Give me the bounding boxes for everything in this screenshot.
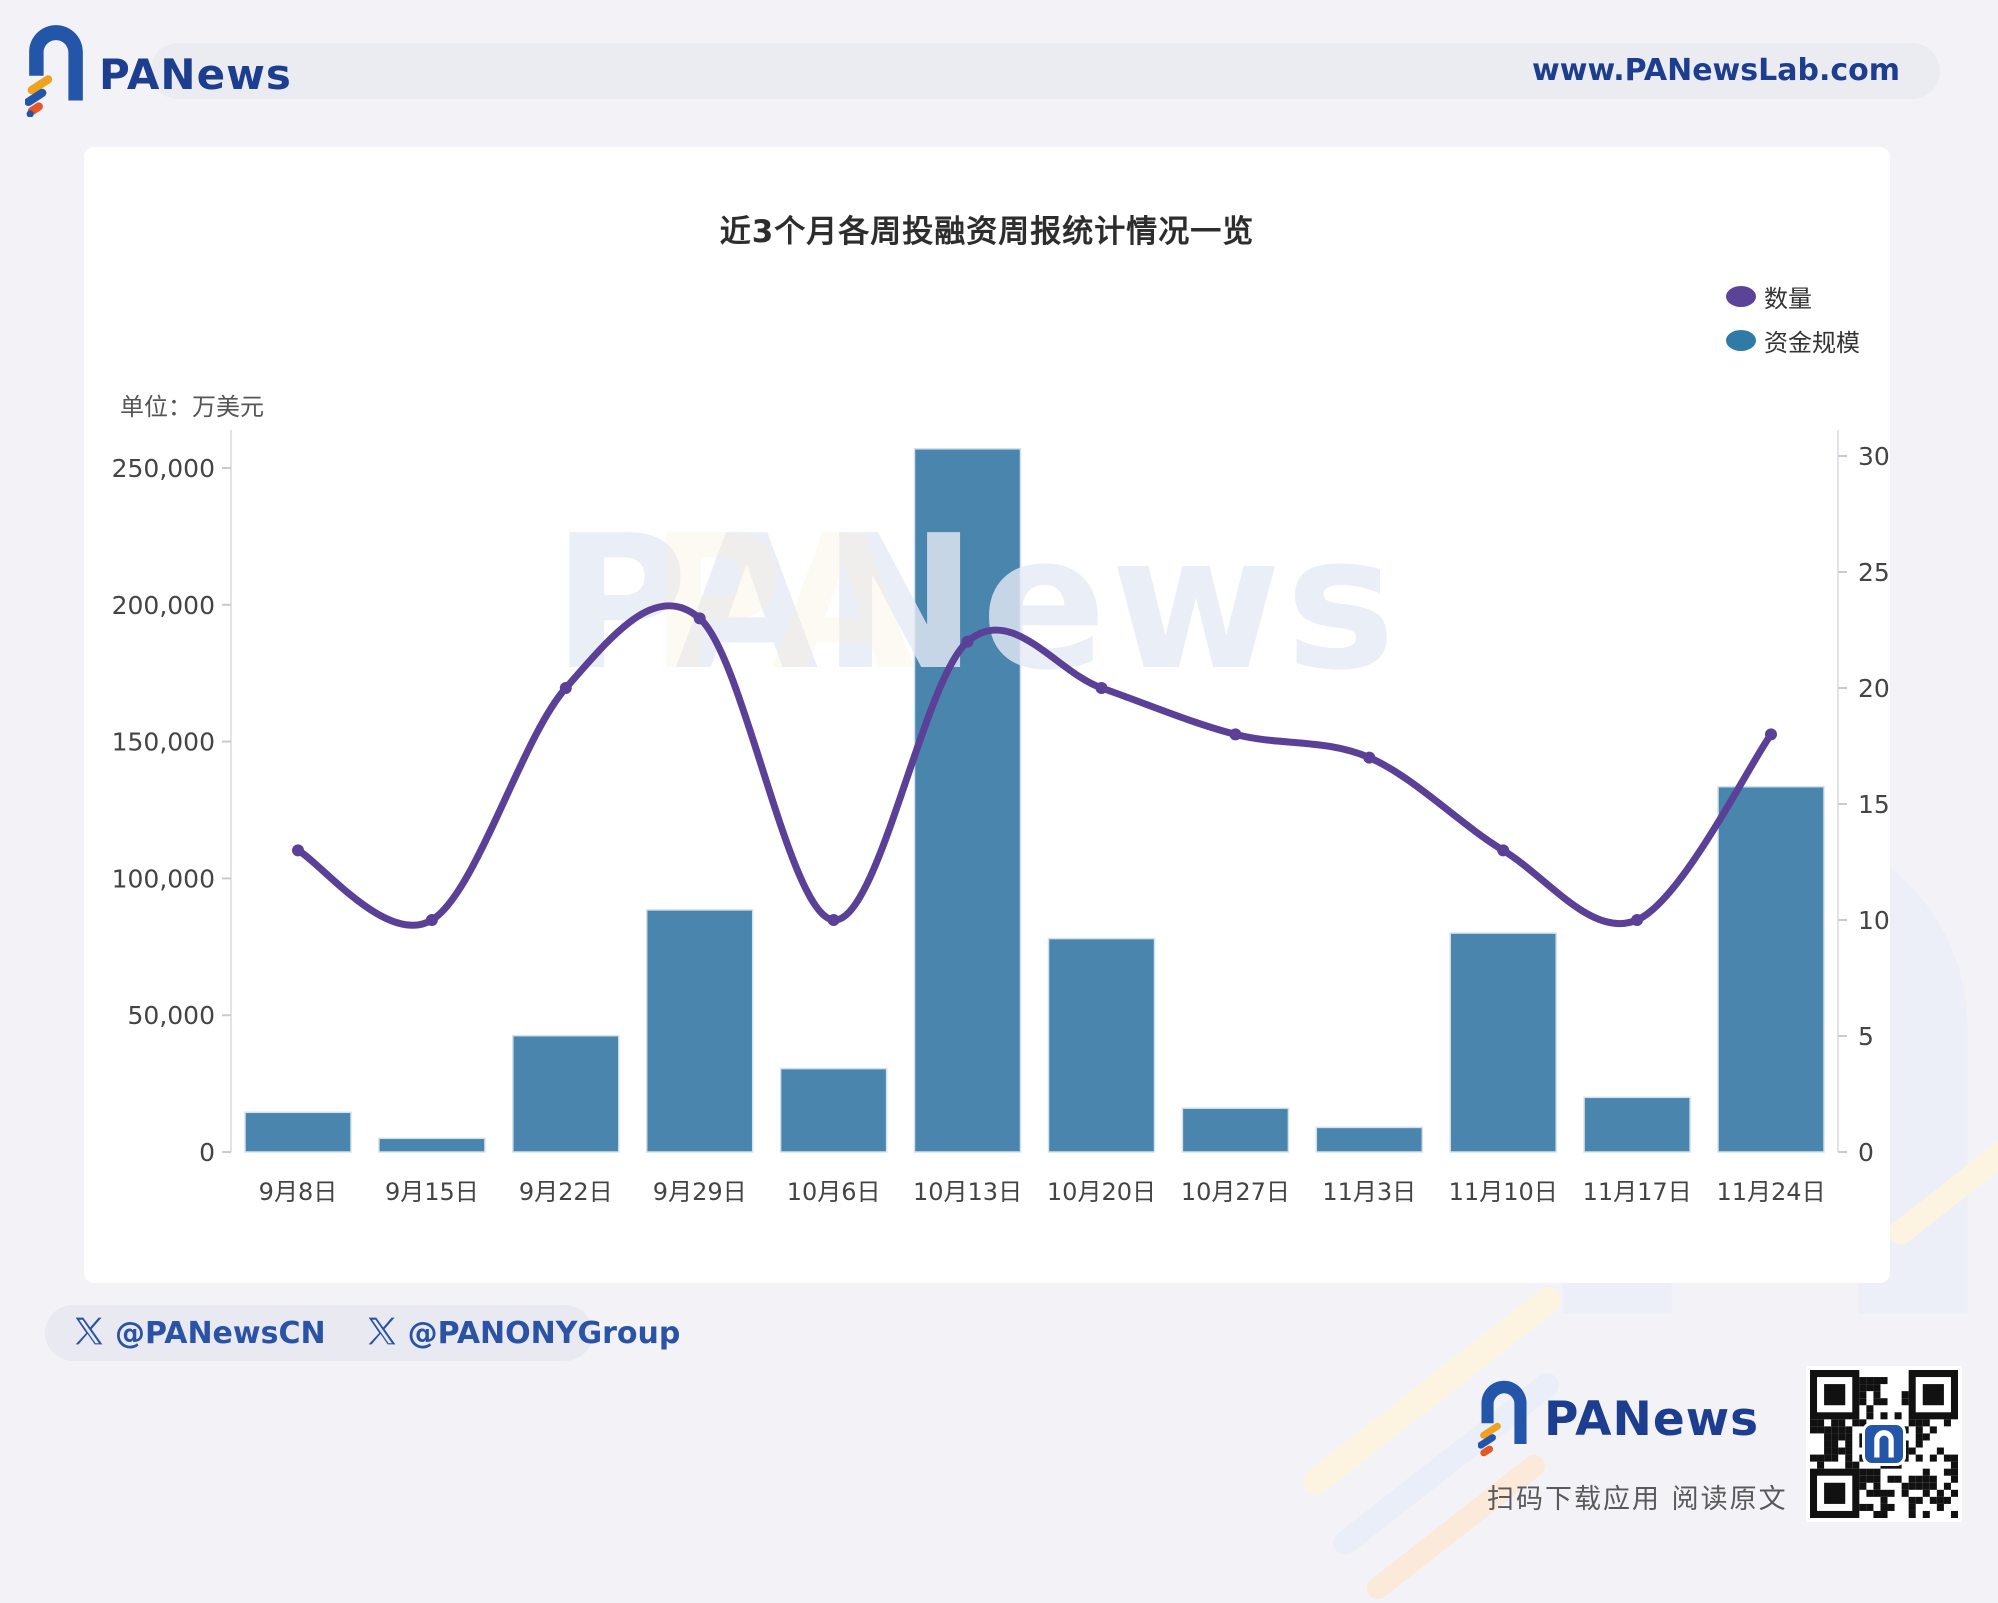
- legend-marker-count: [1726, 286, 1756, 307]
- legend-item-count[interactable]: 数量: [1726, 279, 1812, 314]
- x-handle-panewscn[interactable]: @PANewsCN: [73, 1315, 326, 1351]
- download-caption: 扫码下载应用 阅读原文: [1487, 1484, 1788, 1515]
- chart-plot: 0 50,000 100,000 150,000 200,000 250,000 0 5 10 1…: [112, 430, 1890, 1206]
- x-icon: [366, 1315, 398, 1351]
- svg-text:10月20日: 10月20日: [1047, 1178, 1156, 1206]
- header-logo: PANews: [25, 22, 292, 117]
- x-handle-panonygroup[interactable]: @PANONYGroup: [366, 1315, 681, 1351]
- svg-text:10: 10: [1858, 906, 1890, 935]
- legend-label-funding: 资金规模: [1764, 329, 1860, 357]
- footer-logo: PANews: [1477, 1378, 1760, 1462]
- svg-text:11月10日: 11月10日: [1449, 1178, 1558, 1206]
- social-handles-pill: @PANewsCN @PANONYGroup: [45, 1305, 680, 1361]
- legend-label-count: 数量: [1764, 285, 1812, 313]
- handle-label: @PANONYGroup: [407, 1315, 681, 1351]
- svg-text:9月22日: 9月22日: [519, 1178, 613, 1206]
- magnet-icon: [1477, 1378, 1530, 1462]
- qr-center-logo: [1862, 1422, 1906, 1466]
- svg-text:200,000: 200,000: [112, 591, 215, 620]
- svg-text:9月15日: 9月15日: [385, 1178, 479, 1206]
- chart-title: 近3个月各周投融资周报统计情况一览: [719, 214, 1255, 250]
- svg-text:PA: PA: [649, 495, 919, 711]
- svg-text:25: 25: [1858, 558, 1890, 587]
- svg-text:30: 30: [1858, 442, 1890, 471]
- svg-text:0: 0: [199, 1138, 215, 1167]
- svg-text:11月17日: 11月17日: [1583, 1178, 1692, 1206]
- handle-label: @PANewsCN: [115, 1315, 326, 1351]
- x-icon: [73, 1315, 105, 1351]
- svg-text:10月27日: 10月27日: [1181, 1178, 1290, 1206]
- brand-wordmark: PANews: [99, 50, 292, 99]
- decoration-stripe: [1362, 1450, 1550, 1603]
- svg-text:50,000: 50,000: [128, 1001, 215, 1030]
- legend-marker-funding: [1726, 330, 1756, 351]
- svg-text:100,000: 100,000: [112, 864, 215, 893]
- svg-text:250,000: 250,000: [112, 454, 215, 483]
- header-band: [150, 43, 1940, 99]
- site-url[interactable]: www.PANewsLab.com: [1532, 53, 1900, 88]
- magnet-icon: [25, 22, 87, 117]
- svg-text:11月24日: 11月24日: [1717, 1178, 1826, 1206]
- svg-text:PANews: PANews: [552, 495, 1399, 711]
- svg-text:15: 15: [1858, 790, 1890, 819]
- qr-code: [1806, 1366, 1962, 1522]
- svg-text:150,000: 150,000: [112, 728, 215, 757]
- chart-card: 近3个月各周投融资周报统计情况一览 数量 资金规模 单位：万美元 0 50,000…: [84, 147, 1890, 1283]
- svg-text:10月6日: 10月6日: [787, 1178, 881, 1206]
- footer-brand-wordmark: PANews: [1544, 1392, 1760, 1447]
- svg-text:10月13日: 10月13日: [913, 1178, 1022, 1206]
- legend-item-funding[interactable]: 资金规模: [1726, 323, 1860, 358]
- svg-text:5: 5: [1858, 1022, 1874, 1051]
- axis-unit-label: 单位：万美元: [120, 393, 264, 421]
- svg-text:9月29日: 9月29日: [653, 1178, 747, 1206]
- chart-legend: 数量 资金规模: [1726, 279, 1860, 358]
- svg-text:11月3日: 11月3日: [1322, 1178, 1416, 1206]
- svg-text:0: 0: [1858, 1138, 1874, 1167]
- svg-text:9月8日: 9月8日: [259, 1178, 338, 1206]
- svg-text:20: 20: [1858, 674, 1890, 703]
